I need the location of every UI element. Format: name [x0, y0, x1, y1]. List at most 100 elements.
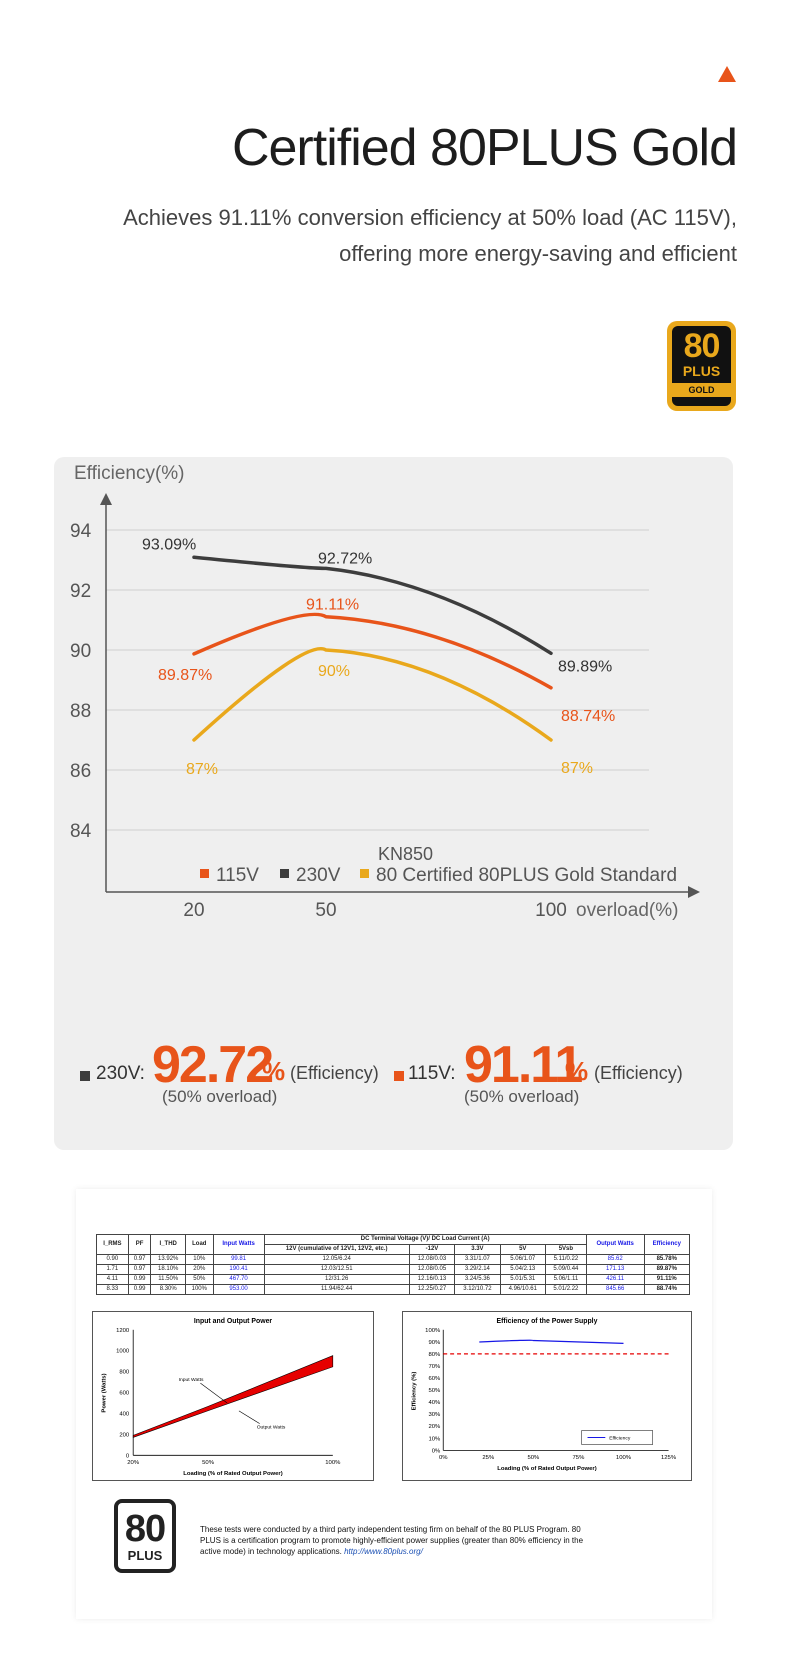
table-cell: 13.92%: [150, 1254, 186, 1265]
table-cell: 5.06/1.07: [499, 1254, 546, 1265]
80plus-logo: 80 PLUS: [114, 1499, 176, 1573]
y-tick-label: 30%: [428, 1412, 441, 1418]
table-cell: 953.00: [212, 1284, 265, 1295]
table-cell: 8.30%: [150, 1284, 186, 1295]
x-axis-label: overload(%): [576, 900, 678, 921]
y-axis-label: Efficiency (%): [412, 1372, 418, 1411]
x-tick-label: 50%: [202, 1460, 215, 1466]
stat-note: (Efficiency): [290, 1063, 379, 1083]
x-axis-label: Loading (% of Rated Output Power): [497, 1466, 596, 1472]
up-arrow-icon[interactable]: [718, 66, 736, 82]
x-tick-label: 100: [535, 900, 567, 921]
note-link[interactable]: http://www.80plus.org/: [344, 1547, 423, 1556]
table-header: Load: [184, 1234, 214, 1255]
x-axis-arrow: [688, 886, 700, 898]
stat-voltage-text: 115V: [408, 1063, 451, 1084]
table-group-header: DC Terminal Voltage (V)/ DC Load Current…: [263, 1234, 587, 1245]
annotation-output: Output Watts: [257, 1425, 286, 1431]
y-tick-label: 400: [119, 1411, 130, 1417]
legend-swatch: [360, 869, 369, 878]
table-row: 1.71 0.97 18.10% 20% 190.41 12.03/12.51 12.08/…: [96, 1264, 691, 1275]
stat-230v: 230V: 92.72 % (Efficiency) (50% overload…: [54, 1035, 394, 1135]
80plus-report: I_RMS PF I_THD Load Input Watts DC Termi…: [76, 1189, 712, 1619]
table-cell: 5.06/1.11: [544, 1274, 587, 1285]
data-label: 92.72%: [318, 550, 372, 567]
y-tick-label: 84: [70, 821, 92, 842]
y-tick-label: 86: [70, 761, 91, 782]
table-cell: 3.12/10.72: [454, 1284, 501, 1295]
data-label: 87%: [186, 761, 218, 778]
table-header: -12V: [408, 1244, 456, 1255]
table-header: PF: [127, 1234, 152, 1255]
table-cell: 11.94/62.44: [263, 1284, 410, 1295]
stat-voltage-text: 230V: [96, 1063, 140, 1084]
table-cell: 99.81: [212, 1254, 265, 1265]
x-tick-label: 20: [183, 900, 204, 921]
x-tick-label: 25%: [482, 1455, 495, 1461]
legend-label: 230V: [296, 865, 341, 886]
annotation-arrow: [238, 1410, 260, 1424]
table-cell: 91.11%: [643, 1274, 691, 1285]
table-cell: 18.10%: [150, 1264, 186, 1275]
table-cell: 0.97: [127, 1254, 152, 1265]
table-cell: 12.08/0.05: [408, 1264, 456, 1275]
x-tick-label: 50%: [527, 1455, 540, 1461]
table-cell: 1.71: [96, 1264, 129, 1275]
y-axis-arrow: [100, 493, 112, 505]
y-tick-label: 100%: [425, 1328, 441, 1334]
page-title: Certified 80PLUS Gold: [231, 119, 738, 177]
table-cell: 5.09/0.44: [544, 1264, 587, 1275]
stat-voltage: 115V:: [408, 1063, 456, 1084]
efficiency-line: [479, 1339, 624, 1344]
table-header-row: I_RMS PF I_THD Load Input Watts DC Termi…: [96, 1234, 691, 1255]
x-axis-label: Loading (% of Rated Output Power): [183, 1471, 282, 1477]
chart-title: Input and Output Power: [194, 1318, 273, 1325]
legend-swatch: [280, 869, 289, 878]
page-subtitle: Achieves 91.11% conversion efficiency at…: [37, 200, 737, 272]
legend-swatch: [200, 869, 209, 878]
stat-value: 91.11: [464, 1036, 583, 1094]
efficiency-mini-chart: Efficiency of the Power Supply 0% 10% 20% 30…: [402, 1311, 692, 1481]
y-tick-label: 70%: [428, 1364, 441, 1370]
power-band: [132, 1355, 334, 1438]
data-label: 87%: [561, 760, 593, 777]
chart-subtitle: KN850: [378, 844, 433, 864]
efficiency-stats: 230V: 92.72 % (Efficiency) (50% overload…: [54, 1035, 733, 1135]
table-cell: 100%: [184, 1284, 214, 1295]
stat-115v: 115V: 91.11 % (Efficiency) (50% overload…: [394, 1035, 733, 1135]
table-header: 5Vsb: [544, 1244, 587, 1255]
stat-unit: %: [565, 1056, 589, 1086]
table-cell: 12.08/0.03: [408, 1254, 456, 1265]
x-tick-label: 125%: [661, 1455, 677, 1461]
y-tick-label: 200: [119, 1432, 130, 1438]
report-note: These tests were conducted by a third pa…: [200, 1524, 600, 1557]
table-cell: 3.24/5.36: [454, 1274, 501, 1285]
table-cell: 5.04/2.13: [499, 1264, 546, 1275]
data-label: 89.89%: [558, 658, 612, 675]
table-header: I_THD: [150, 1234, 186, 1255]
badge-tier: GOLD: [672, 383, 731, 397]
x-tick-label: 0%: [439, 1455, 448, 1461]
efficiency-chart: 84 86 88 90 92 94 Efficiency(%) 20 50 100 overload…: [70, 463, 700, 921]
y-tick-label: 40%: [428, 1400, 441, 1406]
table-cell: 12/31.26: [263, 1274, 410, 1285]
power-chart: Input and Output Power 0 200 400 600 800 1000 1…: [92, 1311, 374, 1481]
table-cell: 3.31/1.07: [454, 1254, 501, 1265]
data-label: 90%: [318, 663, 350, 680]
y-tick-label: 1000: [116, 1349, 130, 1355]
subtitle-line-2: offering more energy-saving and efficien…: [339, 241, 737, 266]
y-tick-label: 60%: [428, 1376, 441, 1382]
y-tick-label: 94: [70, 521, 92, 542]
table-header: 3.3V: [454, 1244, 501, 1255]
legend-label: 80 Certified 80PLUS Gold Standard: [376, 865, 677, 886]
table-cell: 10%: [184, 1254, 214, 1265]
stat-unit: %: [262, 1056, 286, 1086]
data-label: 89.87%: [158, 667, 212, 684]
data-label: 91.11%: [306, 597, 359, 614]
series-line-2: [192, 647, 553, 742]
table-cell: 3.29/2.14: [454, 1264, 501, 1275]
table-cell: 845.66: [585, 1284, 645, 1295]
table-cell: 8.33: [96, 1284, 129, 1295]
table-cell: 4.96/10.61: [499, 1284, 546, 1295]
table-cell: 0.99: [127, 1274, 152, 1285]
